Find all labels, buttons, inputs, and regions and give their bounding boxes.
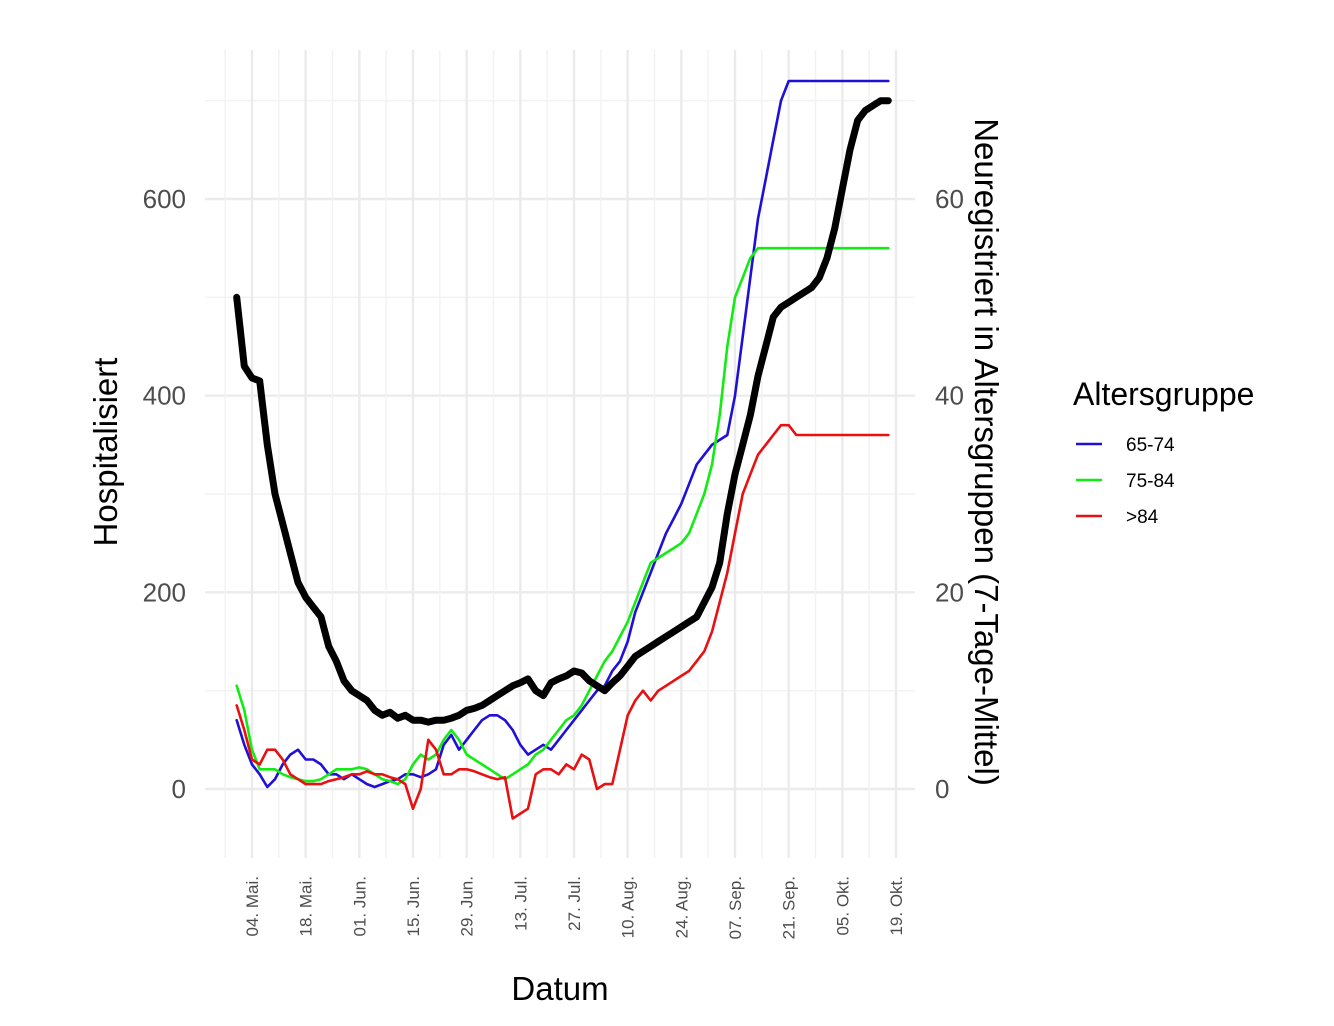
y2-axis-title: Neuregistriert in Altersgruppen (7-Tage-… — [968, 118, 1005, 786]
x-tick-label: 29. Jun. — [458, 876, 477, 937]
x-tick-label: 13. Jul. — [511, 876, 530, 931]
x-tick-label: 18. Mai. — [297, 876, 316, 936]
y2-axis-ticks: 0 20 40 60 — [935, 184, 964, 804]
x-tick-label: 01. Jun. — [350, 876, 369, 937]
y-tick-label: 400 — [143, 381, 186, 411]
y2-tick-label: 20 — [935, 577, 964, 607]
y2-tick-label: 60 — [935, 184, 964, 214]
x-axis-title: Datum — [511, 970, 608, 1007]
x-tick-label: 15. Jun. — [404, 876, 423, 937]
x-tick-label: 27. Jul. — [565, 876, 584, 931]
x-tick-label: 10. Aug. — [619, 876, 638, 938]
y-tick-label: 0 — [172, 774, 186, 804]
series-line-75-84 — [235, 246, 890, 786]
legend: Altersgruppe 65-74 75-84 >84 — [1073, 376, 1254, 528]
y2-tick-label: 40 — [935, 381, 964, 411]
y-axis-ticks: 0 200 400 600 — [143, 184, 186, 804]
x-tick-label: 07. Sep. — [726, 876, 745, 939]
legend-title: Altersgruppe — [1073, 376, 1254, 412]
legend-label: 75-84 — [1126, 471, 1175, 492]
y-axis-title: Hospitalisiert — [87, 358, 124, 547]
series-line-hospitalisiert — [233, 97, 892, 726]
legend-label: 65-74 — [1126, 435, 1175, 456]
series-line-84 — [235, 423, 890, 820]
x-axis-ticks: 04. Mai. 18. Mai. 01. Jun. 15. Jun. 29. Jun.… — [243, 876, 906, 939]
y-tick-label: 200 — [143, 577, 186, 607]
legend-label: >84 — [1126, 507, 1159, 528]
x-tick-label: 19. Okt. — [887, 876, 906, 936]
x-tick-label: 04. Mai. — [243, 876, 262, 936]
y-tick-label: 600 — [143, 184, 186, 214]
series-line-65-74 — [235, 79, 890, 789]
x-tick-label: 05. Okt. — [833, 876, 852, 936]
x-tick-label: 21. Sep. — [780, 876, 799, 939]
y2-tick-label: 0 — [935, 774, 949, 804]
x-tick-label: 24. Aug. — [672, 876, 691, 938]
grid — [205, 50, 915, 858]
series-layer — [233, 79, 892, 820]
